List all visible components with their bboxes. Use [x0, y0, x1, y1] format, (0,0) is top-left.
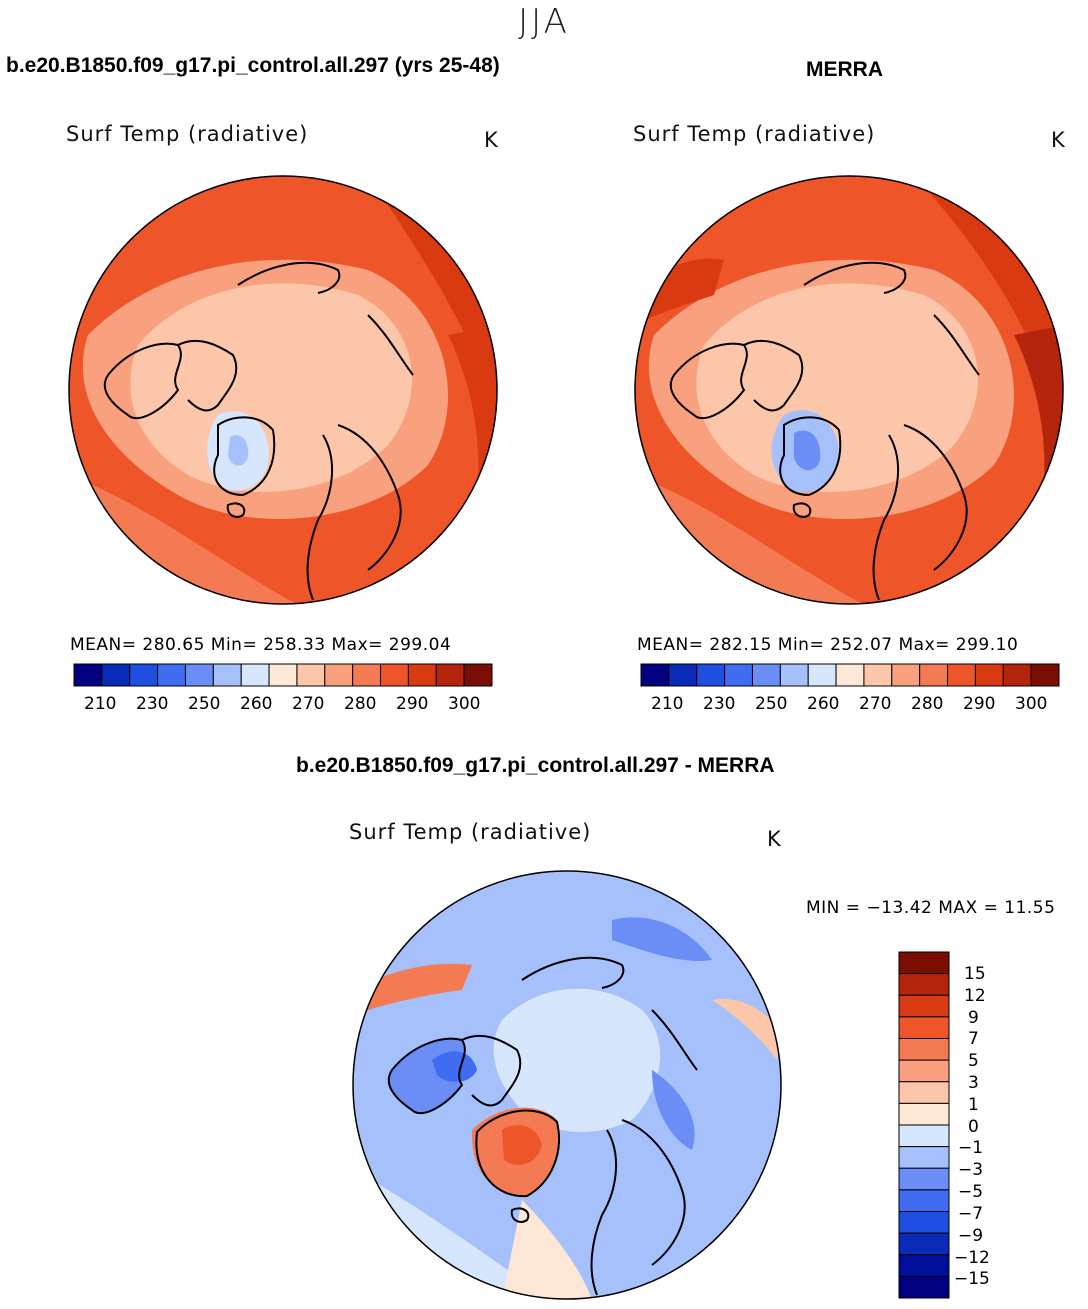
panel-2-variable: Surf Temp (radiative) [633, 122, 876, 146]
cbar-2-tick: 290 [963, 694, 996, 714]
cbar-2-tick: 260 [807, 694, 840, 714]
colorbar-swatch [724, 663, 753, 687]
cbar-3-tick: 3 [968, 1073, 979, 1093]
colorbar-swatch [863, 663, 893, 687]
colorbar-swatch [898, 994, 950, 1018]
panel-1-stats: MEAN= 280.65 Min= 258.33 Max= 299.04 [70, 635, 452, 655]
colorbar-swatch [779, 663, 809, 687]
colorbar-swatch [463, 663, 493, 687]
diff-variable: Surf Temp (radiative) [349, 820, 592, 844]
colorbar-swatch [898, 1232, 950, 1256]
colorbar-swatch [898, 1275, 950, 1299]
cbar-3-tick: 7 [968, 1029, 979, 1049]
colorbar-swatch [919, 663, 949, 687]
colorbar-swatch [268, 663, 298, 687]
colorbar-swatch [947, 663, 976, 687]
cbar-3-tick: −3 [958, 1160, 984, 1180]
panel-1-colorbar [73, 663, 493, 687]
colorbar-swatch [157, 663, 186, 687]
panel-1-title: b.e20.B1850.f09_g17.pi_control.all.297 (… [6, 54, 500, 77]
colorbar-swatch [696, 663, 726, 687]
colorbar-swatch [240, 663, 270, 687]
colorbar-swatch [898, 1102, 950, 1126]
colorbar-swatch [1030, 663, 1060, 687]
cbar-3-tick: −1 [958, 1138, 984, 1158]
cbar-2-tick: 300 [1015, 694, 1048, 714]
panel-1-map [68, 175, 498, 605]
panel-2-colorbar [640, 663, 1060, 687]
cbar-3-tick: −15 [954, 1269, 990, 1289]
colorbar-swatch [898, 951, 950, 975]
colorbar-swatch [101, 663, 131, 687]
colorbar-swatch [407, 663, 437, 687]
colorbar-swatch [898, 1038, 950, 1061]
cbar-2-tick: 210 [651, 694, 684, 714]
colorbar-swatch [898, 1189, 950, 1213]
colorbar-swatch [380, 663, 409, 687]
panel-2-stats: MEAN= 282.15 Min= 252.07 Max= 299.10 [637, 635, 1019, 655]
diff-colorbar-ticks: 15 12 9 7 5 3 1 0 −1 −3 −5 −7 −9 −12 −15 [954, 960, 1048, 1290]
cbar-3-tick: −9 [958, 1226, 984, 1246]
colorbar-swatch [835, 663, 865, 687]
cbar-2-tick: 250 [755, 694, 788, 714]
panel-1-colorbar-ticks: 210 230 250 260 270 280 290 300 [74, 694, 492, 716]
colorbar-swatch [898, 1146, 950, 1169]
diff-colorbar [898, 951, 950, 1299]
cbar-3-tick: 0 [968, 1117, 979, 1137]
cbar-1-tick: 230 [136, 694, 169, 714]
cbar-3-tick: 9 [968, 1008, 979, 1028]
panel-2-title: MERRA [806, 58, 883, 81]
season-title: JJA [518, 2, 570, 42]
cbar-2-tick: 230 [703, 694, 736, 714]
colorbar-swatch [324, 663, 354, 687]
colorbar-swatch [212, 663, 242, 687]
cbar-3-tick: 1 [968, 1095, 979, 1115]
colorbar-swatch [73, 663, 103, 687]
colorbar-swatch [668, 663, 698, 687]
panel-2-map [634, 175, 1064, 605]
panel-2-colorbar-ticks: 210 230 250 260 270 280 290 300 [641, 694, 1059, 716]
cbar-1-tick: 210 [84, 694, 117, 714]
cbar-3-tick: −12 [954, 1248, 990, 1268]
colorbar-swatch [296, 663, 326, 687]
diff-stats: MIN = −13.42 MAX = 11.55 [806, 898, 1056, 918]
cbar-1-tick: 270 [292, 694, 325, 714]
cbar-1-tick: 280 [344, 694, 377, 714]
colorbar-swatch [898, 1059, 950, 1083]
colorbar-swatch [184, 663, 214, 687]
colorbar-swatch [129, 663, 159, 687]
colorbar-swatch [898, 1167, 950, 1191]
diff-units: K [767, 827, 781, 851]
diff-title: b.e20.B1850.f09_g17.pi_control.all.297 -… [296, 754, 775, 777]
cbar-3-tick: 5 [968, 1051, 979, 1071]
colorbar-swatch [1002, 663, 1032, 687]
colorbar-swatch [891, 663, 921, 687]
cbar-3-tick: 15 [964, 964, 986, 984]
colorbar-swatch [898, 1081, 950, 1104]
colorbar-swatch [898, 1124, 950, 1148]
colorbar-swatch [898, 1211, 950, 1234]
colorbar-swatch [807, 663, 837, 687]
cbar-1-tick: 300 [448, 694, 481, 714]
colorbar-swatch [974, 663, 1004, 687]
panel-1-units: K [484, 128, 498, 152]
cbar-1-tick: 290 [396, 694, 429, 714]
cbar-3-tick: −5 [958, 1182, 984, 1202]
panel-1-variable: Surf Temp (radiative) [66, 122, 309, 146]
colorbar-swatch [898, 1254, 950, 1277]
panel-2-units: K [1051, 128, 1065, 152]
cbar-1-tick: 250 [188, 694, 221, 714]
diff-map [352, 870, 782, 1300]
colorbar-swatch [751, 663, 781, 687]
colorbar-swatch [898, 973, 950, 996]
colorbar-swatch [435, 663, 465, 687]
colorbar-swatch [898, 1016, 950, 1040]
colorbar-swatch [640, 663, 670, 687]
cbar-2-tick: 270 [859, 694, 892, 714]
cbar-3-tick: −7 [958, 1204, 984, 1224]
cbar-2-tick: 280 [911, 694, 944, 714]
colorbar-swatch [352, 663, 382, 687]
cbar-1-tick: 260 [240, 694, 273, 714]
cbar-3-tick: 12 [964, 986, 986, 1006]
